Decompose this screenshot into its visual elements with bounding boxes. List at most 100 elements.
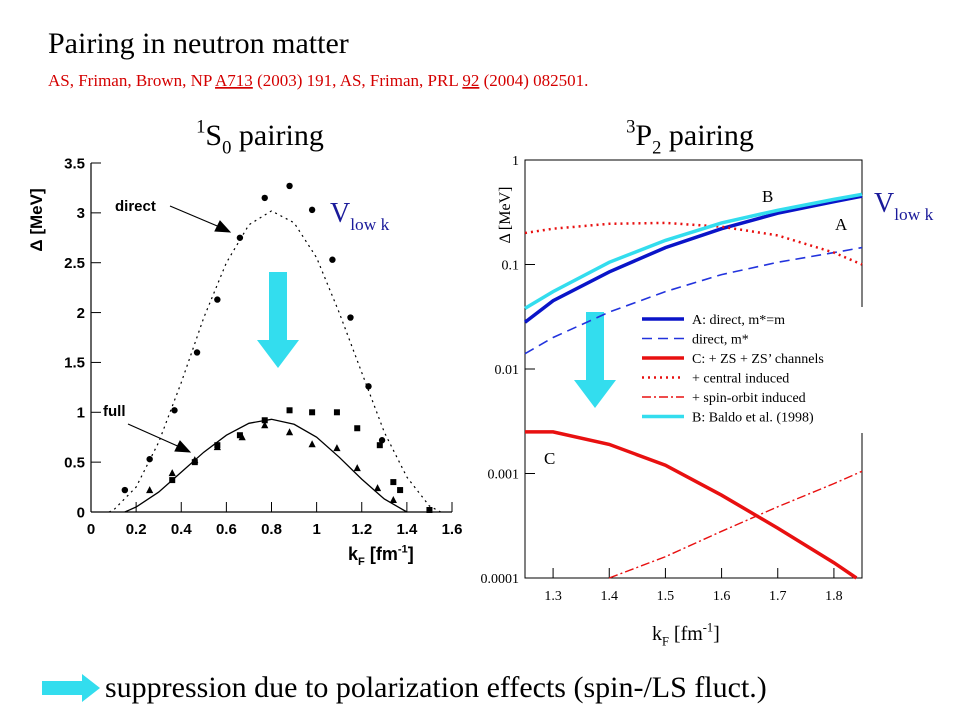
annotation: direct	[115, 198, 156, 215]
point	[329, 256, 336, 263]
point	[333, 409, 340, 416]
series-line	[524, 246, 863, 355]
annotation: full	[103, 403, 126, 420]
point	[213, 443, 221, 451]
point	[397, 487, 404, 494]
text-part: low k	[894, 205, 933, 224]
x-tick-label: 0.8	[261, 521, 282, 538]
text-part: P	[635, 119, 652, 152]
text-part: V	[330, 198, 350, 229]
text-part: k	[348, 544, 359, 564]
point	[286, 182, 293, 190]
pointer-head	[174, 440, 192, 453]
text-part: (2003) 191, AS, Friman, PRL	[253, 71, 463, 90]
text-part: ]	[408, 544, 414, 564]
text-part: V	[874, 188, 894, 219]
point	[191, 456, 199, 464]
point	[193, 349, 201, 356]
y-tick-label: 2.5	[64, 255, 85, 272]
y-axis-label: Δ [MeV]	[27, 188, 46, 251]
series-line	[523, 194, 863, 324]
point	[309, 409, 316, 416]
x-tick-label: 1.5	[657, 589, 675, 604]
text-part: F	[358, 556, 365, 568]
text-part: -1	[398, 543, 408, 555]
point	[365, 383, 372, 390]
point	[373, 484, 382, 492]
pointer-head	[214, 220, 232, 233]
series-line	[608, 470, 863, 579]
y-tick-label: 0	[77, 504, 85, 521]
y-tick-label: 1.5	[64, 355, 85, 372]
series-line	[124, 418, 408, 513]
text-part: AS, Friman, Brown, NP	[48, 71, 215, 90]
legend-label: + spin-orbit induced	[692, 391, 806, 406]
caption: suppression due to polarization effects …	[105, 671, 767, 704]
point	[171, 407, 178, 414]
pointer	[169, 205, 223, 229]
point	[354, 425, 361, 432]
text-part: low k	[350, 215, 389, 234]
y-tick-label: 0.001	[488, 467, 520, 482]
pointer-arrows	[127, 205, 232, 453]
text-part: 3	[626, 116, 635, 137]
reference: AS, Friman, Brown, NP A713 (2003) 191, A…	[48, 71, 588, 90]
x-tick-label: 1.2	[351, 521, 372, 538]
legend-label: + central induced	[692, 372, 789, 387]
x-tick-label: 1.4	[396, 521, 418, 538]
y-tick-label: 0.0001	[481, 572, 520, 587]
legend-box	[636, 307, 868, 433]
point	[169, 477, 176, 484]
point	[347, 314, 354, 321]
text-part: -1	[703, 621, 713, 635]
text-part: direct	[115, 198, 156, 215]
caption-arrow	[42, 674, 100, 702]
y-axis-label: Δ [MeV]	[497, 187, 514, 244]
chart-title: 1S0 pairing	[196, 116, 324, 158]
point	[168, 469, 176, 477]
x-tick-label: 1	[312, 521, 320, 538]
x-tick-label: 1.6	[442, 521, 463, 538]
x-tick-label: 1.8	[825, 589, 843, 604]
text-part: Δ [MeV]	[497, 187, 514, 244]
annotation: Vlow k	[874, 188, 934, 224]
point	[376, 442, 383, 449]
point	[146, 486, 154, 494]
legend-label: A: direct, m*=m	[692, 313, 785, 328]
point	[236, 432, 243, 439]
x-tick-label: 0.4	[171, 521, 193, 538]
point	[146, 455, 153, 463]
x-tick-label: 1.7	[769, 589, 787, 604]
point	[390, 479, 397, 486]
point	[308, 206, 316, 214]
text-part: F	[662, 635, 669, 649]
point	[353, 464, 361, 472]
text-part: S	[205, 119, 222, 152]
text-part: full	[103, 403, 126, 420]
y-tick-label: 3	[77, 205, 85, 222]
annotation: B	[762, 187, 773, 206]
annotation: Vlow k	[330, 198, 390, 234]
legend-label: direct, m*	[692, 333, 749, 348]
text-part: pairing	[661, 119, 753, 152]
big-arrow	[574, 312, 616, 408]
x-tick-label: 0.6	[216, 521, 237, 538]
point	[121, 486, 129, 494]
text-part: 0	[222, 137, 231, 158]
y-tick-label: 2	[77, 305, 85, 322]
point	[214, 296, 221, 303]
y-tick-label: 1	[77, 405, 85, 422]
point	[261, 194, 268, 202]
series-line	[525, 430, 858, 580]
point	[285, 428, 294, 436]
point	[378, 437, 386, 444]
text-part: k	[652, 623, 662, 645]
text-part: 1	[196, 116, 205, 137]
text-part: 92	[462, 71, 479, 90]
x-tick-label: 0.2	[126, 521, 147, 538]
y-tick-label: 1	[512, 154, 519, 169]
point	[286, 407, 293, 414]
point	[261, 421, 269, 429]
y-tick-label: 3.5	[64, 155, 85, 172]
